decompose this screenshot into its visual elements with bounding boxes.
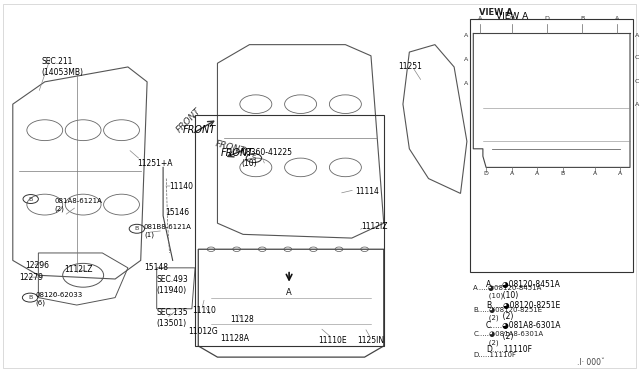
Text: 11128: 11128 [230,315,254,324]
Text: A.....◕08120-8451A
       (10): A.....◕08120-8451A (10) [474,285,543,299]
Text: B: B [29,196,33,202]
Text: 15148: 15148 [144,263,168,272]
Text: 11110E: 11110E [318,336,346,345]
Text: FRONT: FRONT [182,125,216,135]
Text: B: B [28,295,32,300]
Text: 08120-62033
(6): 08120-62033 (6) [35,292,83,307]
Text: S: S [252,155,256,161]
Text: SEC.211
(14053MB): SEC.211 (14053MB) [42,57,84,77]
Text: 081B8-6121A
(1): 081B8-6121A (1) [144,224,192,238]
Text: 08360-41225
(10): 08360-41225 (10) [242,148,292,168]
Text: 11012G: 11012G [189,327,218,336]
Text: B: B [135,226,139,231]
Text: SEC.493
(11940): SEC.493 (11940) [157,275,188,295]
Text: FRONT: FRONT [221,148,254,157]
Text: FRONT: FRONT [175,106,203,134]
Text: A: A [286,288,292,297]
Text: VIEW A: VIEW A [496,12,528,21]
Text: C.....◕081A8-6301A
       (2): C.....◕081A8-6301A (2) [474,331,543,346]
Text: B: B [561,171,565,176]
Text: 081A8-6121A
(2): 081A8-6121A (2) [54,198,102,212]
Text: C: C [634,79,639,84]
Text: FRONT: FRONT [214,140,246,156]
Text: D.....11110F: D.....11110F [486,345,532,354]
Text: C: C [634,55,639,60]
Text: VIEW A: VIEW A [479,8,513,17]
Text: B: B [580,16,584,22]
Text: A: A [464,33,468,38]
Text: .I· 000ˇ: .I· 000ˇ [577,357,604,366]
Text: A: A [535,171,540,176]
Text: A: A [618,171,623,176]
Text: 1112IZ: 1112IZ [362,222,388,231]
Text: 15146: 15146 [165,208,189,217]
Text: A: A [464,81,468,86]
Text: A: A [509,171,514,176]
Text: 11128A: 11128A [221,334,250,343]
Bar [195,115,384,346]
Text: A: A [634,102,639,107]
Text: A: A [464,57,468,62]
Text: B.....◕08120-8251E
       (2): B.....◕08120-8251E (2) [474,307,543,321]
Text: 11251: 11251 [398,62,422,71]
Text: A: A [615,16,620,22]
Text: A: A [477,16,482,22]
Text: C.....◕081A8-6301A
       (2): C.....◕081A8-6301A (2) [486,321,561,341]
Text: D: D [484,171,488,176]
Text: A.....◕08120-8451A
       (10): A.....◕08120-8451A (10) [486,280,561,300]
Text: 11140: 11140 [170,182,193,190]
Text: SEC.135
(13501): SEC.135 (13501) [157,308,188,328]
Text: 11251+A: 11251+A [138,159,173,168]
Text: 12296: 12296 [26,262,49,270]
Text: 12279: 12279 [19,273,43,282]
Text: 1125IN: 1125IN [357,336,384,345]
Text: B.....◕08120-8251E
       (2): B.....◕08120-8251E (2) [486,301,561,321]
Text: D: D [545,16,549,22]
Text: 1112LZ: 1112LZ [64,265,92,274]
Text: 11114: 11114 [355,187,379,196]
Text: D: D [509,16,514,22]
Text: A: A [593,171,597,176]
Text: A: A [634,33,639,38]
Text: D.....11110F: D.....11110F [474,352,516,357]
Bar [470,19,633,272]
Text: 11110: 11110 [192,306,216,315]
